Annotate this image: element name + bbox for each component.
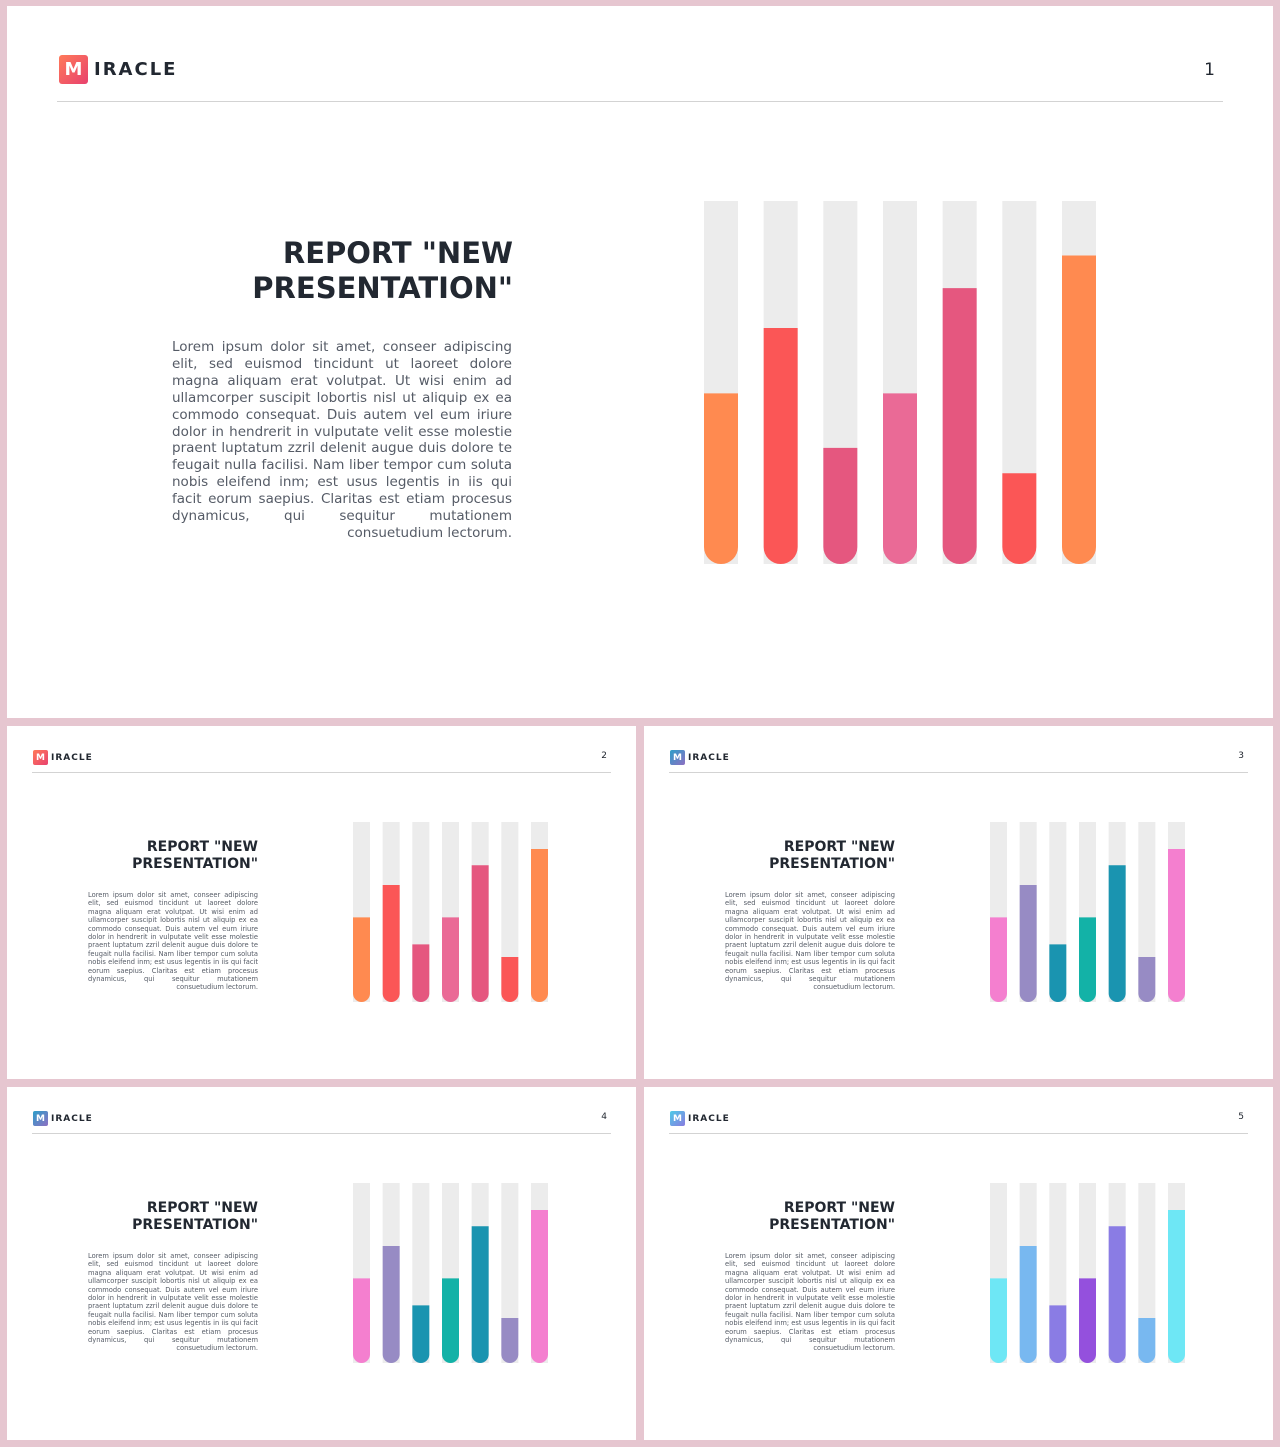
- bar-4: [1079, 1278, 1096, 1363]
- bar-3: [823, 447, 858, 565]
- body-text: Lorem ipsum dolor sit amet, conseer adip…: [725, 891, 895, 992]
- title-line-1: REPORT "NEW: [146, 1200, 258, 1216]
- bar-5: [1108, 1226, 1126, 1363]
- bar-2: [382, 1246, 400, 1363]
- header-divider: [669, 772, 1248, 773]
- title-line-1: REPORT "NEW: [146, 839, 258, 855]
- bar-5: [471, 1226, 489, 1363]
- slide-3[interactable]: M IRACLE 3 REPORT "NEW PRESENTATION" Lor…: [644, 726, 1273, 1079]
- bar-7: [531, 849, 548, 1002]
- bar-1: [704, 393, 738, 564]
- logo-mark: M: [670, 750, 685, 765]
- bar-5: [1108, 865, 1126, 1002]
- header-divider: [669, 1133, 1248, 1134]
- body-text: Lorem ipsum dolor sit amet, conseer adip…: [88, 891, 258, 992]
- slide-2[interactable]: M IRACLE 2 REPORT "NEW PRESENTATION" Lor…: [7, 726, 636, 1079]
- logo-wordmark: IRACLE: [688, 752, 730, 763]
- bar-7: [1168, 849, 1185, 1002]
- slide-title: REPORT "NEW PRESENTATION": [132, 1200, 258, 1234]
- bar-1: [990, 917, 1007, 1002]
- bar-4: [442, 1278, 459, 1363]
- brand-logo: M IRACLE: [33, 750, 93, 765]
- logo-wordmark: IRACLE: [94, 59, 178, 80]
- bar-2: [1019, 1246, 1037, 1363]
- brand-logo: M IRACLE: [670, 750, 730, 765]
- bar-4: [883, 393, 917, 564]
- title-line-1: REPORT "NEW: [783, 1200, 895, 1216]
- header-divider: [32, 1133, 611, 1134]
- body-text: Lorem ipsum dolor sit amet, conseer adip…: [725, 1252, 895, 1353]
- slide-title: REPORT "NEW PRESENTATION": [769, 1200, 895, 1234]
- page-number: 1: [1204, 60, 1215, 80]
- bar-6: [1002, 473, 1037, 564]
- header-divider: [32, 772, 611, 773]
- title-line-2: PRESENTATION": [252, 271, 513, 306]
- bar-chart: [353, 822, 548, 1002]
- slide-1[interactable]: M IRACLE 1 REPORT "NEW PRESENTATION" Lor…: [7, 6, 1273, 718]
- body-text: Lorem ipsum dolor sit amet, conseer adip…: [172, 339, 512, 541]
- bar-chart: [990, 1183, 1185, 1363]
- page-number: 3: [1238, 751, 1244, 761]
- bar-1: [353, 1278, 370, 1363]
- bar-6: [501, 957, 519, 1002]
- page-number: 2: [601, 751, 607, 761]
- bar-6: [1138, 1318, 1156, 1363]
- title-line-2: PRESENTATION": [132, 1217, 258, 1234]
- logo-wordmark: IRACLE: [51, 1113, 93, 1124]
- bar-5: [942, 288, 977, 565]
- brand-logo: M IRACLE: [59, 55, 177, 84]
- body-text: Lorem ipsum dolor sit amet, conseer adip…: [88, 1252, 258, 1353]
- header-divider: [57, 101, 1223, 102]
- bar-7: [1062, 255, 1096, 564]
- title-line-1: REPORT "NEW: [783, 839, 895, 855]
- bar-chart: [704, 201, 1096, 565]
- bar-3: [1049, 1305, 1067, 1363]
- logo-mark: M: [59, 55, 88, 84]
- logo-wordmark: IRACLE: [688, 1113, 730, 1124]
- bar-7: [531, 1210, 548, 1363]
- brand-logo: M IRACLE: [33, 1111, 93, 1126]
- bar-7: [1168, 1210, 1185, 1363]
- page-number: 4: [601, 1112, 607, 1122]
- bar-1: [353, 917, 370, 1002]
- logo-wordmark: IRACLE: [51, 752, 93, 763]
- logo-mark: M: [33, 1111, 48, 1126]
- bar-chart: [990, 822, 1185, 1002]
- slide-title: REPORT "NEW PRESENTATION": [132, 839, 258, 873]
- slide-title: REPORT "NEW PRESENTATION": [252, 236, 513, 307]
- title-line-2: PRESENTATION": [769, 1217, 895, 1234]
- page-number: 5: [1238, 1112, 1244, 1122]
- title-line-2: PRESENTATION": [769, 856, 895, 873]
- bar-2: [763, 328, 798, 565]
- bar-4: [442, 917, 459, 1002]
- bar-5: [471, 865, 489, 1002]
- bar-2: [382, 885, 400, 1002]
- title-line-1: REPORT "NEW: [282, 236, 513, 270]
- bar-3: [412, 944, 430, 1002]
- logo-mark: M: [33, 750, 48, 765]
- logo-mark: M: [670, 1111, 685, 1126]
- bar-6: [501, 1318, 519, 1363]
- bar-1: [990, 1278, 1007, 1363]
- bar-4: [1079, 917, 1096, 1002]
- slide-title: REPORT "NEW PRESENTATION": [769, 839, 895, 873]
- bar-chart: [353, 1183, 548, 1363]
- bar-3: [1049, 944, 1067, 1002]
- bar-3: [412, 1305, 430, 1363]
- brand-logo: M IRACLE: [670, 1111, 730, 1126]
- slide-5[interactable]: M IRACLE 5 REPORT "NEW PRESENTATION" Lor…: [644, 1087, 1273, 1440]
- bar-6: [1138, 957, 1156, 1002]
- bar-2: [1019, 885, 1037, 1002]
- title-line-2: PRESENTATION": [132, 856, 258, 873]
- slide-4[interactable]: M IRACLE 4 REPORT "NEW PRESENTATION" Lor…: [7, 1087, 636, 1440]
